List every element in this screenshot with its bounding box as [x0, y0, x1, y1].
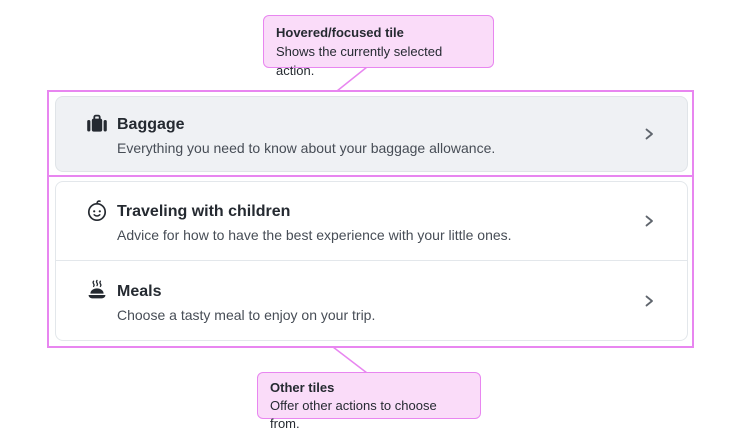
callout-title: Other tiles: [270, 380, 335, 395]
chevron-right-icon: [642, 127, 656, 141]
hovered-tile-callout: Hovered/focused tile Shows the currently…: [263, 15, 494, 78]
tile-text: Meals Choose a tasty meal to enjoy on yo…: [117, 281, 375, 325]
tile-description: Choose a tasty meal to enjoy on your tri…: [117, 306, 376, 323]
tile-meals[interactable]: Meals Choose a tasty meal to enjoy on yo…: [55, 260, 688, 341]
tile-title: Baggage: [117, 116, 185, 133]
tile-baggage[interactable]: Baggage Everything you need to know abou…: [55, 96, 688, 172]
other-tiles-callout: Other tiles Offer other actions to choos…: [257, 372, 481, 431]
meal-icon: [88, 279, 106, 298]
callout-description: Offer other actions to choose from.: [270, 398, 437, 431]
callout-title: Hovered/focused tile: [276, 25, 404, 40]
tile-title: Meals: [117, 282, 162, 300]
child-head-icon: [87, 200, 107, 222]
tile-traveling-with-children[interactable]: Traveling with children Advice for how t…: [55, 181, 688, 261]
other-tiles-highlight-box: [47, 175, 694, 348]
tile-text: Baggage Everything you need to know abou…: [117, 114, 495, 158]
baggage-icon: [87, 114, 107, 132]
tile-title: Traveling with children: [117, 203, 291, 220]
tile-description: Advice for how to have the best experien…: [117, 227, 512, 243]
callout-description: Shows the currently selected action.: [276, 44, 443, 78]
tile-description: Everything you need to know about your b…: [117, 140, 496, 156]
chevron-right-icon: [642, 214, 656, 228]
connector-line-bottom: [332, 346, 368, 374]
chevron-right-icon: [642, 294, 656, 308]
tile-text: Traveling with children Advice for how t…: [117, 201, 512, 245]
